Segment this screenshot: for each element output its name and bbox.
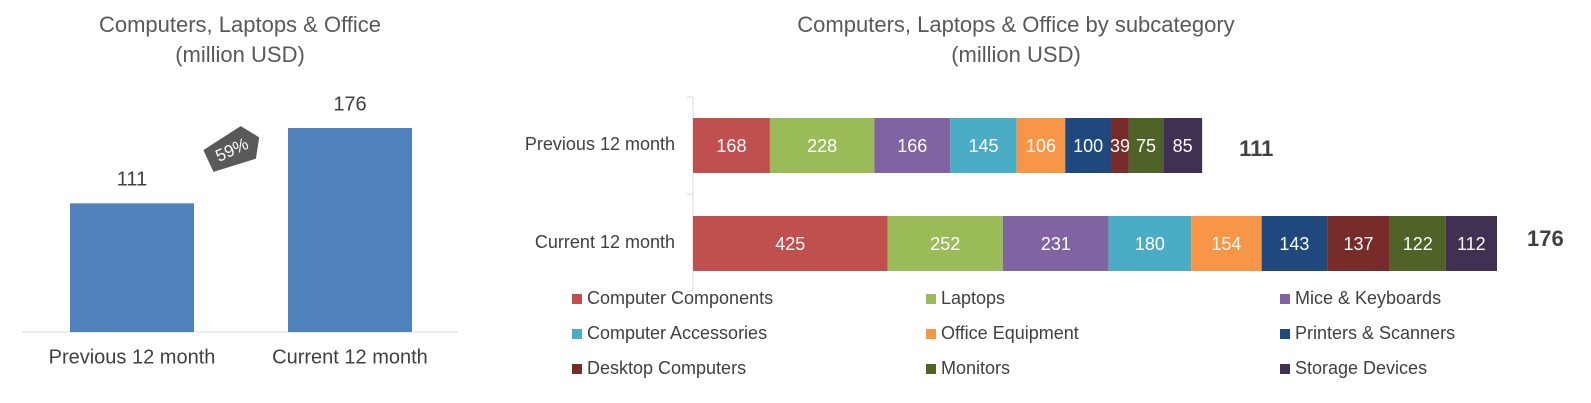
legend-label: Desktop Computers [587,358,746,378]
legend-label: Monitors [941,358,1010,378]
data-label: 180 [1135,234,1165,254]
y-tick-label: Current 12 month [535,232,675,252]
legend-label: Computer Components [587,288,773,308]
legend-label: Mice & Keyboards [1295,288,1441,308]
legend-label: Laptops [941,288,1005,308]
data-label: 39 [1110,136,1130,156]
data-label: 228 [807,136,837,156]
legend-swatch [926,294,936,304]
data-label: 425 [775,234,805,254]
bar-segment [1065,118,1112,173]
data-label: 166 [897,136,927,156]
bar-segment [1163,118,1203,173]
bar-segment [1108,216,1192,271]
bar-segment [1389,216,1446,271]
badge-shape [203,126,260,172]
bar-segment [950,118,1017,173]
data-label: 85 [1173,136,1193,156]
data-label: 145 [968,136,998,156]
legend-swatch [572,294,582,304]
x-tick-label: Previous 12 month [49,346,216,368]
bar-segment [1261,216,1328,271]
data-label: 252 [930,234,960,254]
legend-swatch [1280,329,1290,339]
total-label: 111 [1239,136,1273,161]
data-label: 143 [1279,234,1309,254]
data-label: 106 [1026,136,1056,156]
data-label: 100 [1073,136,1103,156]
data-label: 112 [1457,234,1486,254]
legend-swatch [926,329,936,339]
bar-segment [1016,118,1066,173]
data-label: 231 [1041,234,1071,254]
legend-swatch [572,329,582,339]
value-label: 176 [333,93,366,115]
bar-segment [693,118,770,173]
bar-segment [1191,216,1262,271]
data-label: 75 [1136,136,1156,156]
bar-segment [1002,216,1109,271]
total-label: 176 [1527,226,1564,251]
data-label: 122 [1403,234,1433,254]
bar [288,128,412,332]
bar-segment [1111,118,1129,173]
chart-subtitle: (million USD) [175,42,305,67]
bar-segment [1128,118,1164,173]
legend-label: Storage Devices [1295,358,1427,378]
data-label: 168 [716,136,746,156]
bar [70,203,194,332]
chart-title: Computers, Laptops & Office by subcatego… [797,12,1234,37]
y-tick-label: Previous 12 month [525,134,675,154]
x-tick-label: Current 12 month [272,346,428,368]
bar-segment [1445,216,1497,271]
chart-subtitle: (million USD) [951,42,1081,67]
legend-label: Office Equipment [941,323,1079,343]
legend-swatch [572,364,582,374]
data-label: 154 [1211,234,1241,254]
bar-segment [887,216,1003,271]
bar-segment [1327,216,1390,271]
growth-badge: 59% [203,126,260,172]
bar-segment [693,216,888,271]
bar-segment [874,118,951,173]
value-label: 111 [117,169,147,191]
legend-label: Computer Accessories [587,323,767,343]
bar-segment [769,118,875,173]
chart-title: Computers, Laptops & Office [99,12,381,37]
legend-swatch [926,364,936,374]
data-label: 137 [1343,234,1373,254]
legend-label: Printers & Scanners [1295,323,1455,343]
legend-swatch [1280,294,1290,304]
legend-swatch [1280,364,1290,374]
